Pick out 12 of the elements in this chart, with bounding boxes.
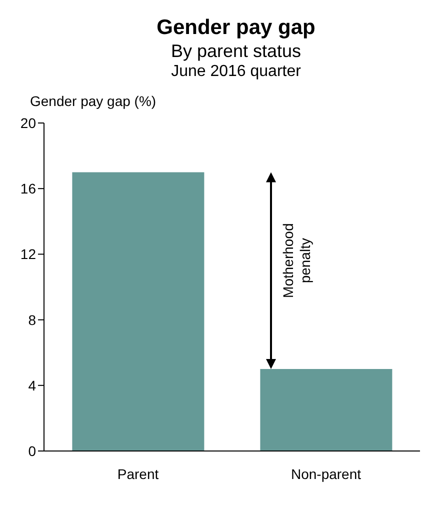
y-axis-title: Gender pay gap (%) — [30, 93, 156, 109]
y-tick-label: 20 — [20, 114, 36, 131]
x-tick-label: Non-parent — [290, 466, 362, 482]
chart-subtitle: By parent status June 2016 quarter — [170, 41, 302, 81]
y-tick-label: 16 — [20, 180, 36, 197]
chart-title: Gender pay gap — [156, 16, 316, 40]
y-tick-label: 12 — [20, 246, 36, 262]
x-tick-label: Parent — [117, 466, 159, 482]
y-tick-label: 8 — [28, 312, 36, 328]
y-tick-label: 0 — [28, 442, 36, 459]
annotation: Motherhood penalty — [280, 223, 313, 298]
y-tick-label: 4 — [28, 377, 36, 394]
